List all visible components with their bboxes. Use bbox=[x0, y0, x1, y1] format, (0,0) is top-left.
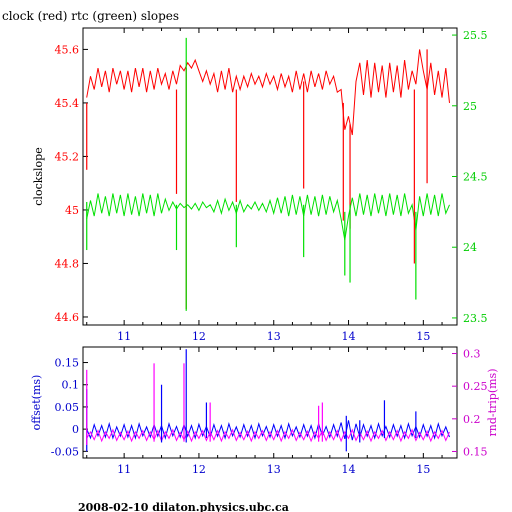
y2-tick-label: 0.15 bbox=[463, 445, 488, 458]
x-tick-label: 13 bbox=[267, 463, 281, 476]
y-axis-label: clockslope bbox=[32, 147, 45, 205]
y-axis-label: offset(ms) bbox=[30, 375, 43, 431]
y-tick-label: 45 bbox=[65, 204, 79, 217]
x-tick-label: 12 bbox=[192, 330, 206, 343]
y-tick-label: 45.2 bbox=[55, 150, 80, 163]
y-tick-label: 44.8 bbox=[55, 257, 80, 270]
y2-tick-label: 25 bbox=[463, 100, 477, 113]
x-tick-label: 13 bbox=[267, 330, 281, 343]
series-line-magenta bbox=[86, 428, 450, 443]
y-tick-label: 0 bbox=[72, 423, 79, 436]
y-tick-label: 44.6 bbox=[55, 311, 80, 324]
y-tick-label: 0.1 bbox=[62, 379, 80, 392]
y-tick-label: 45.6 bbox=[55, 43, 80, 56]
chart-title: clock (red) rtc (green) slopes bbox=[2, 9, 179, 23]
x-tick-label: 14 bbox=[342, 463, 356, 476]
y-tick-label: 0.05 bbox=[55, 401, 80, 414]
y2-tick-label: 25.5 bbox=[463, 29, 488, 42]
y-tick-label: 45.4 bbox=[55, 97, 80, 110]
x-tick-label: 12 bbox=[192, 463, 206, 476]
x-tick-label: 11 bbox=[117, 330, 131, 343]
y-tick-label: -0.05 bbox=[51, 445, 79, 458]
x-tick-label: 11 bbox=[117, 463, 131, 476]
y2-tick-label: 24.5 bbox=[463, 171, 488, 184]
plot-frame bbox=[82, 346, 458, 459]
x-tick-label: 15 bbox=[416, 330, 430, 343]
x-tick-label: 15 bbox=[416, 463, 430, 476]
series-line-blue bbox=[86, 420, 450, 441]
y2-tick-label: 23.5 bbox=[463, 312, 488, 325]
series-line-green bbox=[86, 193, 450, 241]
top-panel: 11 12 13 14 15 44.6 44.8 45 45.2 45.4 45.6 23.5 24 24… bbox=[32, 27, 488, 343]
y2-tick-label: 0.25 bbox=[463, 380, 488, 393]
x-tick-label: 14 bbox=[342, 330, 356, 343]
y2-tick-label: 0.3 bbox=[463, 348, 481, 361]
y2-tick-label: 24 bbox=[463, 241, 477, 254]
y2-tick-label: 0.2 bbox=[463, 413, 481, 426]
footer-caption: 2008-02-10 dilaton.physics.ubc.ca bbox=[78, 501, 289, 512]
y2-axis-label: rnd-trip(ms) bbox=[486, 369, 499, 437]
y-tick-label: 0.15 bbox=[55, 357, 80, 370]
series-line-red bbox=[86, 49, 450, 136]
bottom-panel: 11 12 13 14 15 -0.05 0 0.05 0.1 0.15 0.15 0.2 0.25 0.… bbox=[30, 346, 499, 476]
